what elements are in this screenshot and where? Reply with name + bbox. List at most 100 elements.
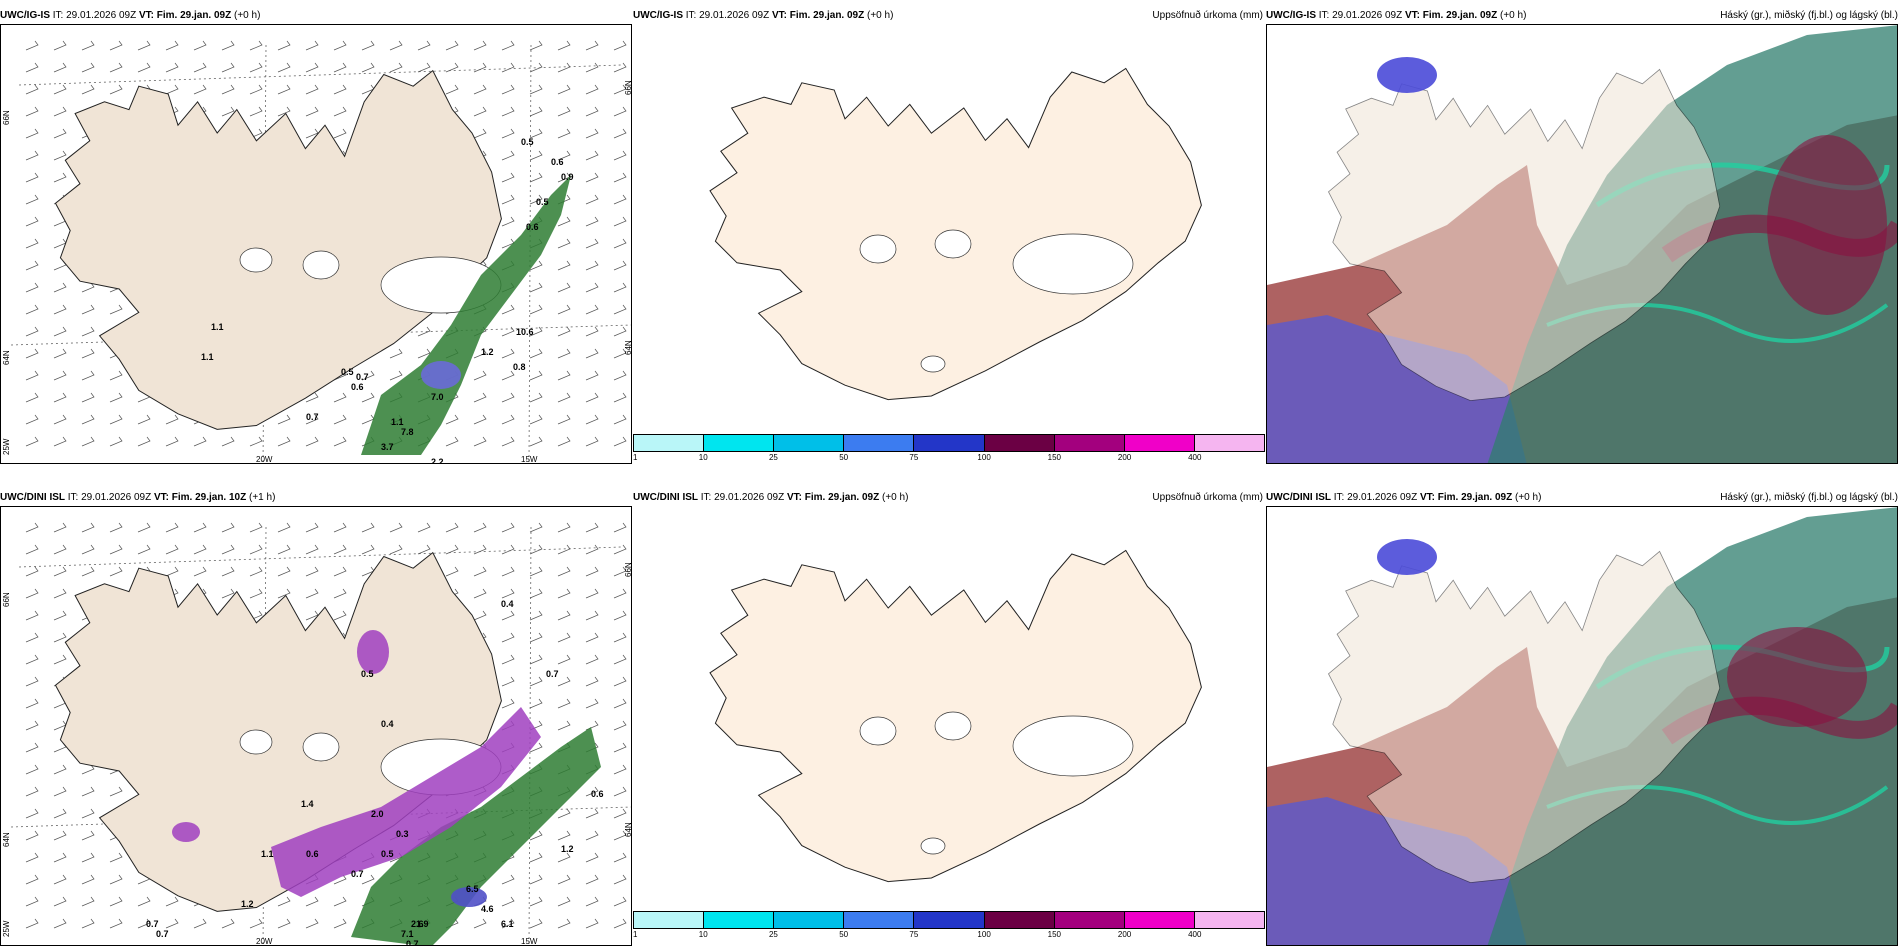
wind-barb	[277, 896, 291, 907]
lat-label: 66N	[624, 562, 632, 577]
wind-barb	[613, 676, 627, 687]
wind-barb	[613, 194, 627, 205]
wind-barb	[25, 896, 39, 907]
wind-barb	[585, 720, 599, 731]
wind-barb	[501, 84, 515, 95]
wind-barb	[613, 698, 627, 709]
wind-barb	[529, 260, 543, 271]
wind-barb	[585, 282, 599, 293]
wind-barb	[361, 40, 375, 51]
wind-barb	[501, 370, 515, 381]
colorbar-tick-label: 25	[768, 930, 778, 939]
wind-barb	[25, 128, 39, 139]
wind-barb	[473, 392, 487, 403]
iceland-landmass	[54, 69, 502, 430]
colorbar-tick-label: 1	[633, 930, 638, 939]
wind-barb	[585, 588, 599, 599]
wind-barb	[193, 62, 207, 73]
precip-value-label: 0.7	[306, 412, 319, 422]
wind-barb	[81, 84, 95, 95]
wind-barb	[81, 326, 95, 337]
panel-clouds-top: UWC/IG-IS IT: 29.01.2026 09Z VT: Fim. 29…	[1266, 9, 1900, 464]
wind-barb	[501, 40, 515, 51]
panel-title: UWC/DINI ISL IT: 29.01.2026 09Z VT: Fim.…	[1266, 492, 1898, 503]
cloud-band	[1727, 627, 1867, 727]
wind-barb	[249, 106, 263, 117]
precip-value-label: 0.7	[351, 869, 364, 879]
colorbar-tick-label: 50	[839, 453, 849, 462]
wind-barb	[585, 566, 599, 577]
wind-barb	[333, 918, 347, 929]
lon-label: 15W	[521, 455, 538, 464]
precip-value-label: 0.5	[536, 197, 549, 207]
wind-barb	[221, 918, 235, 929]
wind-barb	[109, 786, 123, 797]
precip-value-label: 6.5	[466, 884, 479, 894]
precip-colorbar-ticks: 1 10 25 50 75 100 150 200 400	[633, 930, 1265, 940]
wind-barb	[53, 874, 67, 885]
wind-barb	[557, 370, 571, 381]
wind-barb	[53, 84, 67, 95]
wind-barb	[53, 62, 67, 73]
wind-barb	[613, 348, 627, 359]
wind-barb	[473, 414, 487, 425]
wind-barb	[557, 326, 571, 337]
wind-barb	[557, 874, 571, 885]
precip-value-label: 0.6	[551, 157, 564, 167]
wind-barb	[81, 544, 95, 555]
colorbar-segment	[1124, 912, 1195, 928]
wind-barb	[585, 40, 599, 51]
wind-barb	[221, 84, 235, 95]
wind-barb	[585, 874, 599, 885]
precip-value-label: 0.6	[306, 849, 319, 859]
colorbar-segment	[984, 912, 1055, 928]
precip-value-label: 0.6	[591, 789, 604, 799]
wind-barb	[81, 436, 95, 447]
panel-title: UWC/IG-IS IT: 29.01.2026 09Z VT: Fim. 29…	[633, 10, 1263, 21]
cloud-map	[1266, 506, 1898, 946]
wind-barb	[529, 654, 543, 665]
colorbar-segment	[914, 912, 985, 928]
wind-barb	[25, 852, 39, 863]
colorbar-tick-label: 10	[698, 453, 708, 462]
wind-barb	[501, 436, 515, 447]
mid-cloud-area	[1267, 315, 1527, 463]
wind-barb	[501, 326, 515, 337]
lat-label: 66N	[2, 592, 11, 607]
wind-barb	[137, 436, 151, 447]
panel-title: UWC/DINI ISL IT: 29.01.2026 09Z VT: Fim.…	[0, 492, 276, 503]
glacier-shape	[934, 229, 972, 259]
wind-barb	[333, 896, 347, 907]
wind-barb	[221, 544, 235, 555]
wind-barb	[585, 918, 599, 929]
wind-barb	[361, 522, 375, 533]
wind-barb	[25, 150, 39, 161]
wind-barb	[81, 896, 95, 907]
colorbar-tick-label: 200	[1117, 453, 1132, 462]
precip-value-label: 4.6	[481, 904, 494, 914]
wind-barb	[53, 830, 67, 841]
wind-barb	[25, 632, 39, 643]
wind-barb	[473, 566, 487, 577]
wind-barb	[613, 304, 627, 315]
precip-value-label: 1.2	[241, 899, 254, 909]
wind-barb	[529, 566, 543, 577]
wind-barb	[277, 588, 291, 599]
wind-barb	[305, 544, 319, 555]
wind-barb	[501, 676, 515, 687]
wind-barb	[613, 106, 627, 117]
colorbar-tick-label: 400	[1188, 453, 1202, 462]
wind-barb	[613, 918, 627, 929]
lat-label: 66N	[624, 80, 632, 95]
wind-barb	[277, 544, 291, 555]
wind-barb	[613, 654, 627, 665]
precip-value-label: 0.8	[513, 362, 526, 372]
wind-barb	[109, 84, 123, 95]
wind-barb	[417, 62, 431, 73]
wind-barb	[25, 106, 39, 117]
wind-barb	[613, 852, 627, 863]
wind-barb	[613, 370, 627, 381]
wind-barb	[25, 742, 39, 753]
wind-barb	[557, 84, 571, 95]
wind-barb	[137, 40, 151, 51]
